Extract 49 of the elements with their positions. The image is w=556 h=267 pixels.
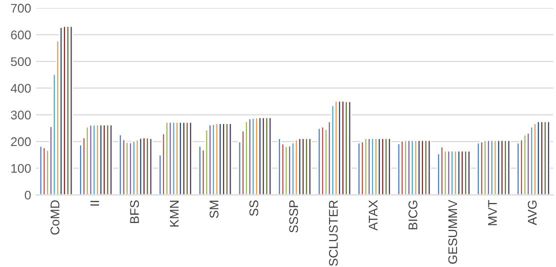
x-tick-label: SS (249, 200, 258, 216)
bar (546, 120, 551, 195)
bar (456, 150, 461, 195)
bar (42, 146, 46, 195)
bar (145, 137, 150, 195)
y-tick-label: 0 (24, 190, 31, 200)
y-tick-label: 300 (10, 110, 31, 120)
bar (268, 116, 272, 195)
bar (198, 145, 202, 195)
bar (228, 122, 232, 195)
bar (357, 142, 361, 195)
x-tick-label: CoMD (50, 200, 60, 235)
x-tick-label: BFS (130, 200, 139, 224)
y-tick-label: 200 (11, 137, 31, 146)
bar (125, 142, 130, 195)
bar (278, 138, 282, 195)
bar (522, 134, 527, 195)
x-tick-label: II (90, 200, 100, 206)
bar (188, 121, 193, 195)
x-tick-label: AVG (528, 200, 537, 226)
bar (450, 150, 454, 195)
bar (464, 150, 468, 195)
bar (340, 100, 345, 195)
bar (148, 138, 153, 195)
bar (109, 124, 113, 195)
y-tick-label: 700 (11, 4, 31, 13)
bar (308, 138, 312, 195)
x-tick-label: GESUMMV (448, 200, 458, 264)
bar (467, 150, 471, 195)
bar (348, 100, 352, 195)
y-tick-label: 500 (10, 57, 31, 66)
bar (446, 150, 451, 195)
bar (440, 146, 444, 195)
y-tick-label: 400 (10, 84, 31, 93)
x-tick-label: SSSP (289, 200, 298, 233)
bar (118, 134, 122, 195)
x-tick-label: SM (210, 200, 218, 218)
x-tick-label: MVT (488, 200, 497, 226)
y-tick-label: 100 (11, 164, 31, 173)
bar (516, 142, 520, 195)
x-tick-label: KMN (170, 200, 179, 227)
x-tick-label: BICG (408, 200, 418, 230)
bar (387, 138, 392, 195)
bar (454, 150, 458, 195)
bar (476, 142, 480, 195)
x-tick-label: ATAX (368, 200, 378, 231)
x-tick-label: SCLUSTER (328, 200, 338, 266)
bar (320, 126, 325, 195)
y-tick-label: 600 (11, 30, 31, 40)
